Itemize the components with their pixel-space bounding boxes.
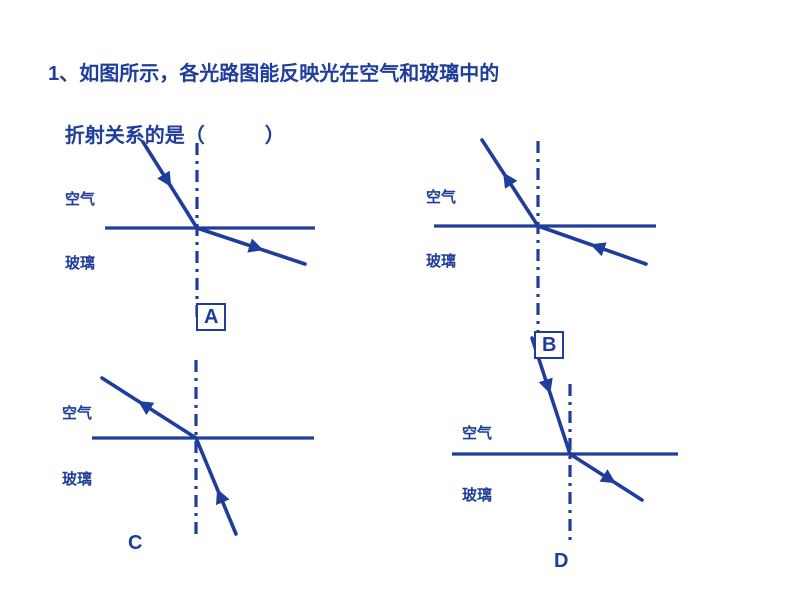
option-label-B: B	[534, 334, 564, 357]
glass-label-B: 玻璃	[426, 250, 456, 271]
glass-label-D: 玻璃	[462, 484, 492, 505]
figure	[0, 0, 794, 596]
option-label-D: D	[554, 550, 568, 573]
glass-label-C: 玻璃	[62, 468, 92, 489]
figure-svg	[0, 0, 794, 596]
air-label-B: 空气	[426, 186, 456, 207]
air-label-C: 空气	[62, 402, 92, 423]
air-label-A: 空气	[65, 188, 95, 209]
glass-label-A: 玻璃	[65, 252, 95, 273]
air-label-D: 空气	[462, 422, 492, 443]
option-label-A: A	[196, 306, 226, 329]
option-label-C: C	[128, 532, 142, 555]
